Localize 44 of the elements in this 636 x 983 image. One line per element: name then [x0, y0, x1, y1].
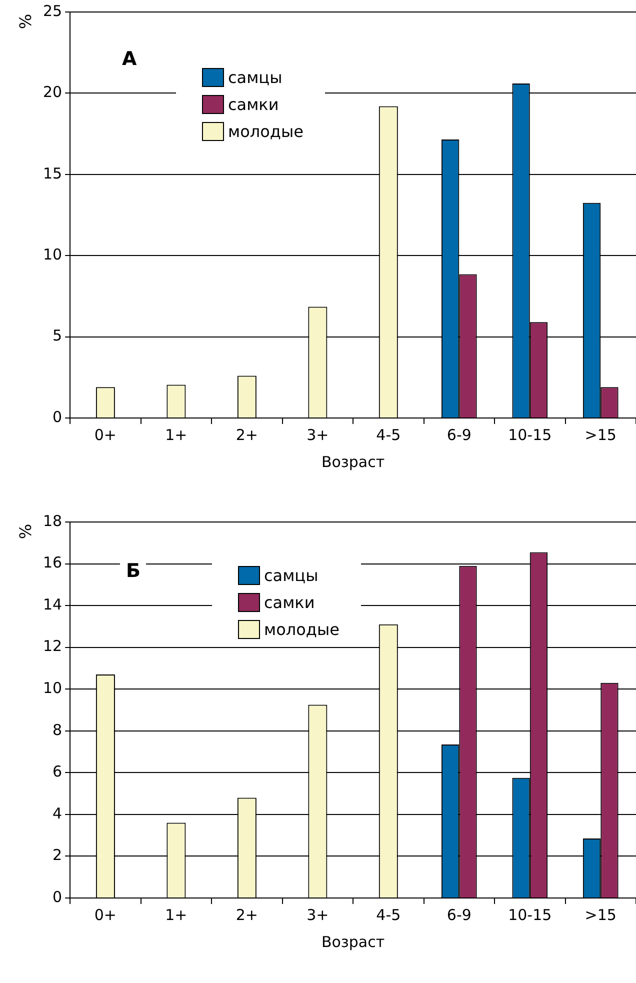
y-axis-title: %	[16, 14, 36, 30]
x-tick-label: 2+	[236, 426, 258, 444]
y-tick-label: 10	[42, 679, 62, 697]
y-tick-label: 25	[42, 2, 62, 20]
y-tick-label: 14	[42, 595, 62, 614]
legend-label: молодые	[228, 121, 304, 143]
y-tick-label: 0	[52, 888, 62, 906]
x-axis-title: Возраст	[321, 932, 385, 951]
y-tick-label: 5	[52, 326, 62, 345]
y-tick-label: 12	[42, 637, 62, 656]
legend-label: самки	[264, 592, 315, 614]
x-tick-label: 6-9	[446, 906, 472, 924]
x-tick-label: 1+	[165, 426, 188, 444]
x-tick-label: 6-9	[446, 426, 472, 444]
legend-label: самки	[228, 94, 279, 116]
x-axis-title: Возраст	[321, 452, 385, 471]
x-tick-label: 3+	[306, 426, 329, 444]
y-axis-title: %	[16, 524, 36, 540]
x-tick-label: 3+	[306, 906, 329, 924]
x-tick-label: 0+	[94, 426, 117, 444]
legend-label: молодые	[264, 619, 340, 641]
x-tick-label: 1+	[165, 906, 188, 924]
annotation: Б	[120, 560, 146, 582]
x-tick-label: 4-5	[376, 426, 401, 444]
y-tick-label: 2	[52, 846, 62, 864]
x-tick-label: 10-15	[508, 426, 552, 444]
x-tick-label: 0+	[94, 906, 117, 924]
y-tick-label: 18	[42, 512, 62, 530]
y-tick-label: 15	[42, 164, 62, 182]
x-tick-label: 10-15	[508, 906, 552, 924]
y-tick-label: 4	[52, 804, 62, 822]
y-tick-label: 20	[42, 83, 62, 102]
annotation: А	[116, 48, 143, 70]
x-tick-label: >15	[584, 906, 616, 924]
legend-label: самцы	[264, 565, 318, 587]
y-tick-label: 8	[52, 720, 62, 739]
y-tick-label: 0	[52, 408, 62, 426]
x-tick-label: 4-5	[376, 906, 401, 924]
y-tick-label: 6	[52, 762, 62, 781]
legend-label: самцы	[228, 67, 282, 89]
y-tick-label: 16	[42, 554, 62, 572]
y-tick-label: 10	[42, 245, 62, 264]
x-tick-label: >15	[584, 426, 616, 444]
x-tick-label: 2+	[236, 906, 258, 924]
